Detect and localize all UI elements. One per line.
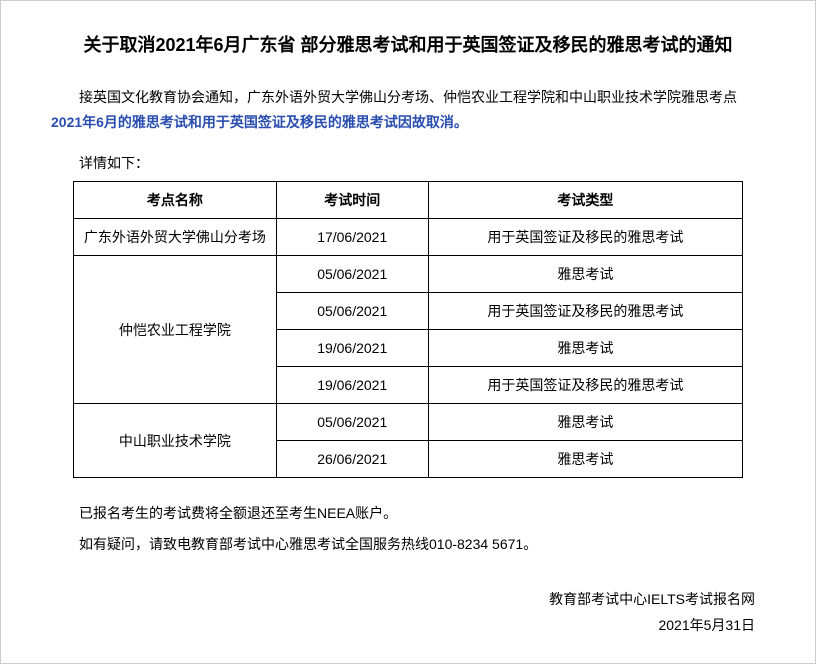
document-page: 关于取消2021年6月广东省 部分雅思考试和用于英国签证及移民的雅思考试的通知 … [0, 0, 816, 664]
signature-block: 教育部考试中心IELTS考试报名网 2021年5月31日 [51, 586, 765, 639]
header-type: 考试类型 [428, 182, 742, 219]
cell-type: 雅思考试 [428, 330, 742, 367]
table-row: 中山职业技术学院 05/06/2021 雅思考试 [74, 404, 743, 441]
cell-type: 用于英国签证及移民的雅思考试 [428, 219, 742, 256]
cell-date: 05/06/2021 [276, 256, 428, 293]
details-label: 详情如下： [51, 153, 765, 173]
signature-date: 2021年5月31日 [51, 612, 755, 639]
cell-name: 广东外语外贸大学佛山分考场 [74, 219, 277, 256]
header-name: 考点名称 [74, 182, 277, 219]
table-row: 仲恺农业工程学院 05/06/2021 雅思考试 [74, 256, 743, 293]
cell-date: 19/06/2021 [276, 330, 428, 367]
cell-type: 雅思考试 [428, 256, 742, 293]
intro-highlight: 2021年6月的雅思考试和用于英国签证及移民的雅思考试因故取消。 [51, 114, 468, 130]
cell-type: 用于英国签证及移民的雅思考试 [428, 367, 742, 404]
page-title: 关于取消2021年6月广东省 部分雅思考试和用于英国签证及移民的雅思考试的通知 [51, 31, 765, 57]
header-date: 考试时间 [276, 182, 428, 219]
cell-date: 26/06/2021 [276, 441, 428, 478]
table-header-row: 考点名称 考试时间 考试类型 [74, 182, 743, 219]
signature-org: 教育部考试中心IELTS考试报名网 [51, 586, 755, 613]
cell-date: 19/06/2021 [276, 367, 428, 404]
cell-name: 中山职业技术学院 [74, 404, 277, 478]
cell-type: 雅思考试 [428, 441, 742, 478]
exam-table: 考点名称 考试时间 考试类型 广东外语外贸大学佛山分考场 17/06/2021 … [73, 181, 743, 478]
cell-date: 17/06/2021 [276, 219, 428, 256]
table-row: 广东外语外贸大学佛山分考场 17/06/2021 用于英国签证及移民的雅思考试 [74, 219, 743, 256]
footer-note-1: 已报名考生的考试费将全额退还至考生NEEA账户。 [51, 500, 765, 527]
cell-name: 仲恺农业工程学院 [74, 256, 277, 404]
intro-prefix: 接英国文化教育协会通知，广东外语外贸大学佛山分考场、仲恺农业工程学院和中山职业技… [79, 89, 737, 105]
cell-date: 05/06/2021 [276, 404, 428, 441]
cell-date: 05/06/2021 [276, 293, 428, 330]
footer-note-2: 如有疑问，请致电教育部考试中心雅思考试全国服务热线010-8234 5671。 [51, 531, 765, 558]
cell-type: 用于英国签证及移民的雅思考试 [428, 293, 742, 330]
intro-paragraph: 接英国文化教育协会通知，广东外语外贸大学佛山分考场、仲恺农业工程学院和中山职业技… [51, 85, 765, 135]
cell-type: 雅思考试 [428, 404, 742, 441]
